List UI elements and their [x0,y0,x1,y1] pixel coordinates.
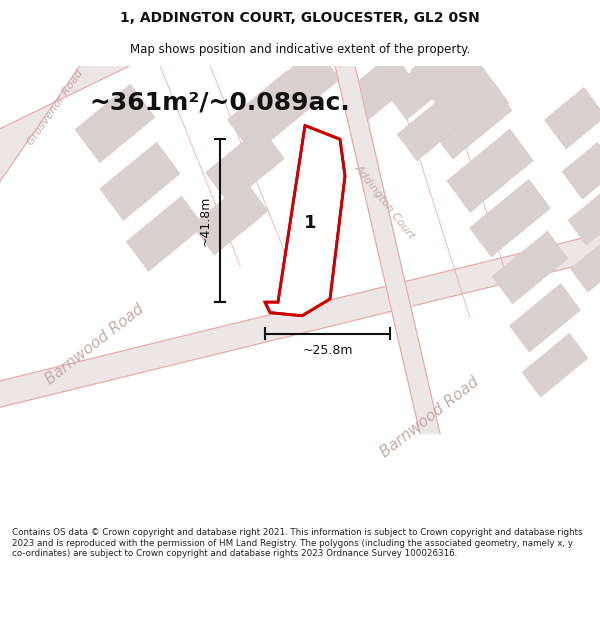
Polygon shape [447,129,533,213]
Polygon shape [192,181,268,255]
Text: Barnwood Road: Barnwood Road [43,301,147,387]
Polygon shape [206,127,284,204]
Text: 1, ADDINGTON COURT, GLOUCESTER, GL2 0SN: 1, ADDINGTON COURT, GLOUCESTER, GL2 0SN [120,11,480,26]
Text: Addington Court: Addington Court [353,163,417,241]
Polygon shape [265,126,345,316]
Polygon shape [428,78,512,159]
Text: Barnwood Road: Barnwood Road [378,375,482,461]
Polygon shape [568,191,600,245]
Polygon shape [0,234,600,408]
Polygon shape [346,52,415,121]
Text: 1: 1 [304,214,316,232]
Text: Grosvenor Road: Grosvenor Road [25,68,85,148]
Text: ~361m²/~0.089ac.: ~361m²/~0.089ac. [89,91,350,114]
Polygon shape [509,284,580,352]
Polygon shape [397,97,463,161]
Polygon shape [470,179,550,257]
Polygon shape [0,66,130,181]
Polygon shape [386,54,454,120]
Polygon shape [260,48,340,126]
Polygon shape [492,231,568,304]
Polygon shape [100,142,180,220]
Text: ~25.8m: ~25.8m [302,344,353,357]
Polygon shape [571,243,600,292]
Polygon shape [227,71,313,154]
Text: Contains OS data © Crown copyright and database right 2021. This information is : Contains OS data © Crown copyright and d… [12,528,583,558]
Polygon shape [75,84,155,162]
Polygon shape [411,32,509,141]
Text: ~41.8m: ~41.8m [199,196,212,246]
Text: Map shows position and indicative extent of the property.: Map shows position and indicative extent… [130,42,470,56]
Polygon shape [127,196,203,271]
Polygon shape [545,88,600,149]
Polygon shape [562,142,600,199]
Polygon shape [522,333,588,397]
Polygon shape [335,66,440,434]
